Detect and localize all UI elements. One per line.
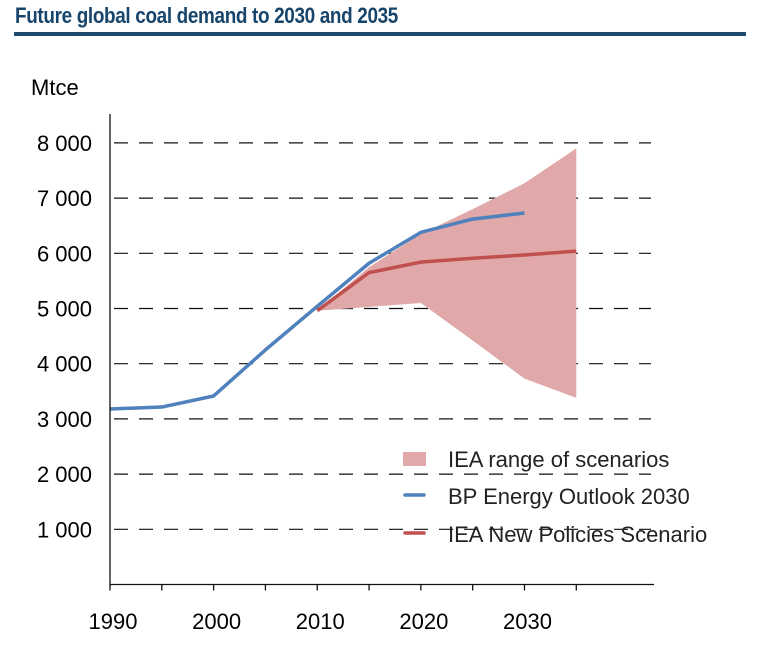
legend-label: IEA New Policies Scenario bbox=[448, 522, 707, 547]
legend-item: BP Energy Outlook 2030 bbox=[403, 484, 690, 509]
legend-label: BP Energy Outlook 2030 bbox=[448, 484, 690, 509]
chart-title: Future global coal demand to 2030 and 20… bbox=[15, 3, 398, 28]
y-tick-label: 8 000 bbox=[37, 131, 92, 156]
y-tick-label: 3 000 bbox=[37, 407, 92, 432]
x-tick-label: 1990 bbox=[89, 609, 138, 634]
legend-item: IEA range of scenarios bbox=[403, 447, 669, 472]
axes bbox=[109, 114, 654, 591]
legend-item: IEA New Policies Scenario bbox=[403, 522, 707, 547]
x-tick-label: 2030 bbox=[503, 609, 552, 634]
y-tick-label: 1 000 bbox=[37, 517, 92, 542]
x-tick-label: 2020 bbox=[399, 609, 448, 634]
y-tick-label: 7 000 bbox=[37, 186, 92, 211]
legend: IEA range of scenarios BP Energy Outlook … bbox=[403, 447, 707, 547]
range-areas bbox=[317, 148, 577, 398]
y-tick-label: 6 000 bbox=[37, 241, 92, 266]
legend-swatch-range bbox=[403, 452, 426, 466]
y-tick-label: 2 000 bbox=[37, 462, 92, 487]
x-tick-labels: 1990 2000 2010 2020 2030 bbox=[89, 609, 552, 634]
y-tick-label: 5 000 bbox=[37, 297, 92, 322]
series-lines bbox=[109, 211, 577, 411]
y-tick-labels: 1 000 2 000 3 000 4 000 5 000 6 000 7 000 8 000 bbox=[37, 131, 92, 542]
title-divider bbox=[14, 32, 746, 36]
legend-label: IEA range of scenarios bbox=[448, 447, 669, 472]
y-axis-unit-label: Mtce bbox=[31, 75, 79, 100]
x-tick-label: 2000 bbox=[192, 609, 241, 634]
iea-range-area bbox=[317, 148, 577, 398]
x-tick-label: 2010 bbox=[296, 609, 345, 634]
y-tick-label: 4 000 bbox=[37, 352, 92, 377]
iea-new-policies-line bbox=[316, 249, 577, 313]
